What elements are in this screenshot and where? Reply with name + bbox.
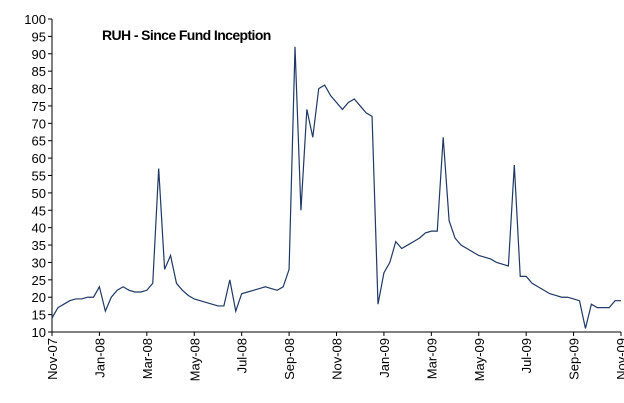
y-tick-label: 80	[32, 82, 46, 97]
x-tick-label: May-08	[187, 338, 202, 381]
y-tick-label: 35	[32, 238, 46, 253]
y-tick-label: 30	[32, 255, 46, 270]
y-tick-label: 55	[32, 169, 46, 184]
y-tick-label: 40	[32, 221, 46, 236]
x-tick-label: Jan-08	[92, 338, 107, 378]
x-tick-label: Jul-08	[235, 338, 250, 373]
x-tick-label: Mar-09	[424, 338, 439, 379]
x-tick-label: May-09	[472, 338, 487, 381]
x-tick-label: Sep-09	[567, 338, 582, 380]
y-tick-label: 70	[32, 116, 46, 131]
y-tick-label: 100	[24, 12, 46, 27]
x-tick-label: Jan-09	[377, 338, 392, 378]
y-tick-label: 90	[32, 47, 46, 62]
y-tick-label: 85	[32, 64, 46, 79]
y-tick-label: 45	[32, 203, 46, 218]
y-tick-label: 60	[32, 151, 46, 166]
chart-title: RUH - Since Fund Inception	[102, 27, 271, 43]
y-tick-label: 65	[32, 134, 46, 149]
x-tick-label: Jul-09	[519, 338, 534, 373]
x-tick-label: Nov-09	[614, 338, 624, 380]
y-tick-label: 15	[32, 308, 46, 323]
y-tick-label: 20	[32, 290, 46, 305]
x-tick-label: Nov-08	[330, 338, 345, 380]
data-line	[51, 46, 621, 329]
x-tick-label: Nov-07	[45, 338, 60, 380]
y-tick-label: 25	[32, 273, 46, 288]
x-tick-label: Sep-08	[282, 338, 297, 380]
x-tick-label: Mar-08	[140, 338, 155, 379]
y-tick-label: 75	[32, 99, 46, 114]
y-tick-label: 95	[32, 29, 46, 44]
y-tick-label: 50	[32, 186, 46, 201]
y-tick-label: 10	[32, 325, 46, 340]
